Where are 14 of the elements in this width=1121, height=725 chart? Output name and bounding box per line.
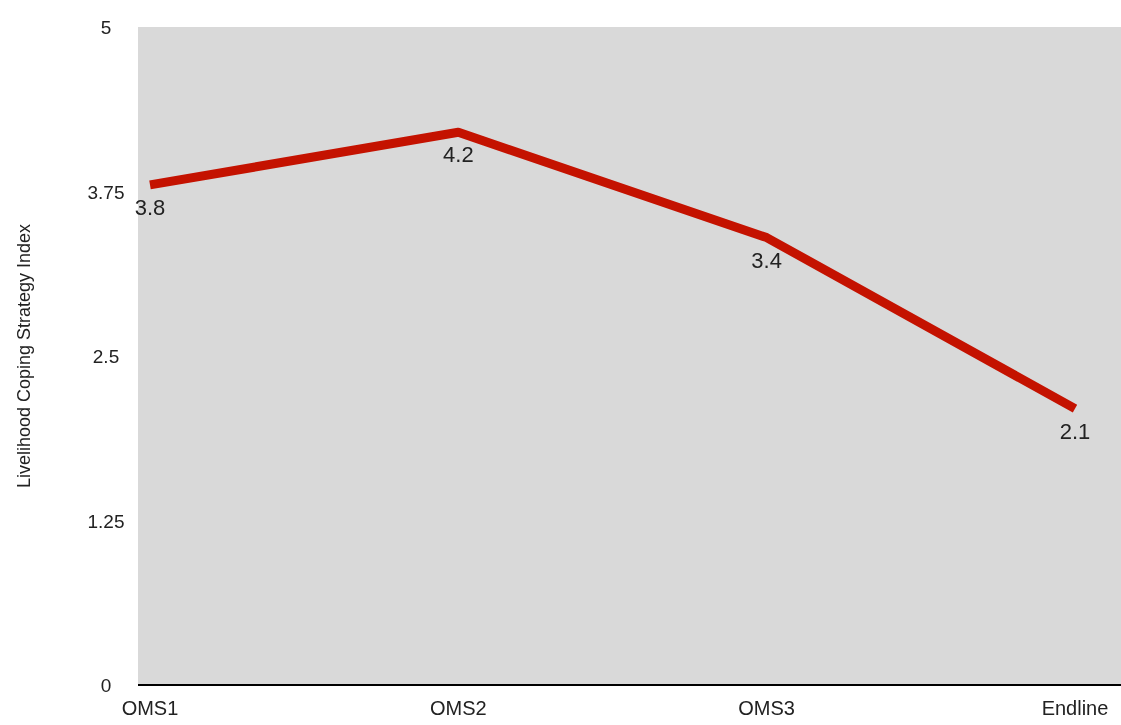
y-tick-label: 0 [100,675,112,696]
data-label: 3.4 [751,247,782,273]
y-tick-label: 5 [100,17,112,38]
data-label: 2.1 [1059,418,1091,444]
x-tick-label: OMS3 [738,697,796,719]
x-tick-label: OMS1 [121,697,179,719]
x-tick-label: Endline [1041,697,1109,719]
y-axis-title: Livelihood Coping Strategy Index [14,223,34,489]
x-tick-label: OMS2 [429,697,487,719]
y-tick-label: 1.25 [87,510,125,532]
y-tick-label: 3.75 [87,181,125,203]
data-label: 4.2 [443,142,474,168]
data-label: 3.8 [134,194,166,220]
y-tick-label: 2.5 [92,346,120,367]
